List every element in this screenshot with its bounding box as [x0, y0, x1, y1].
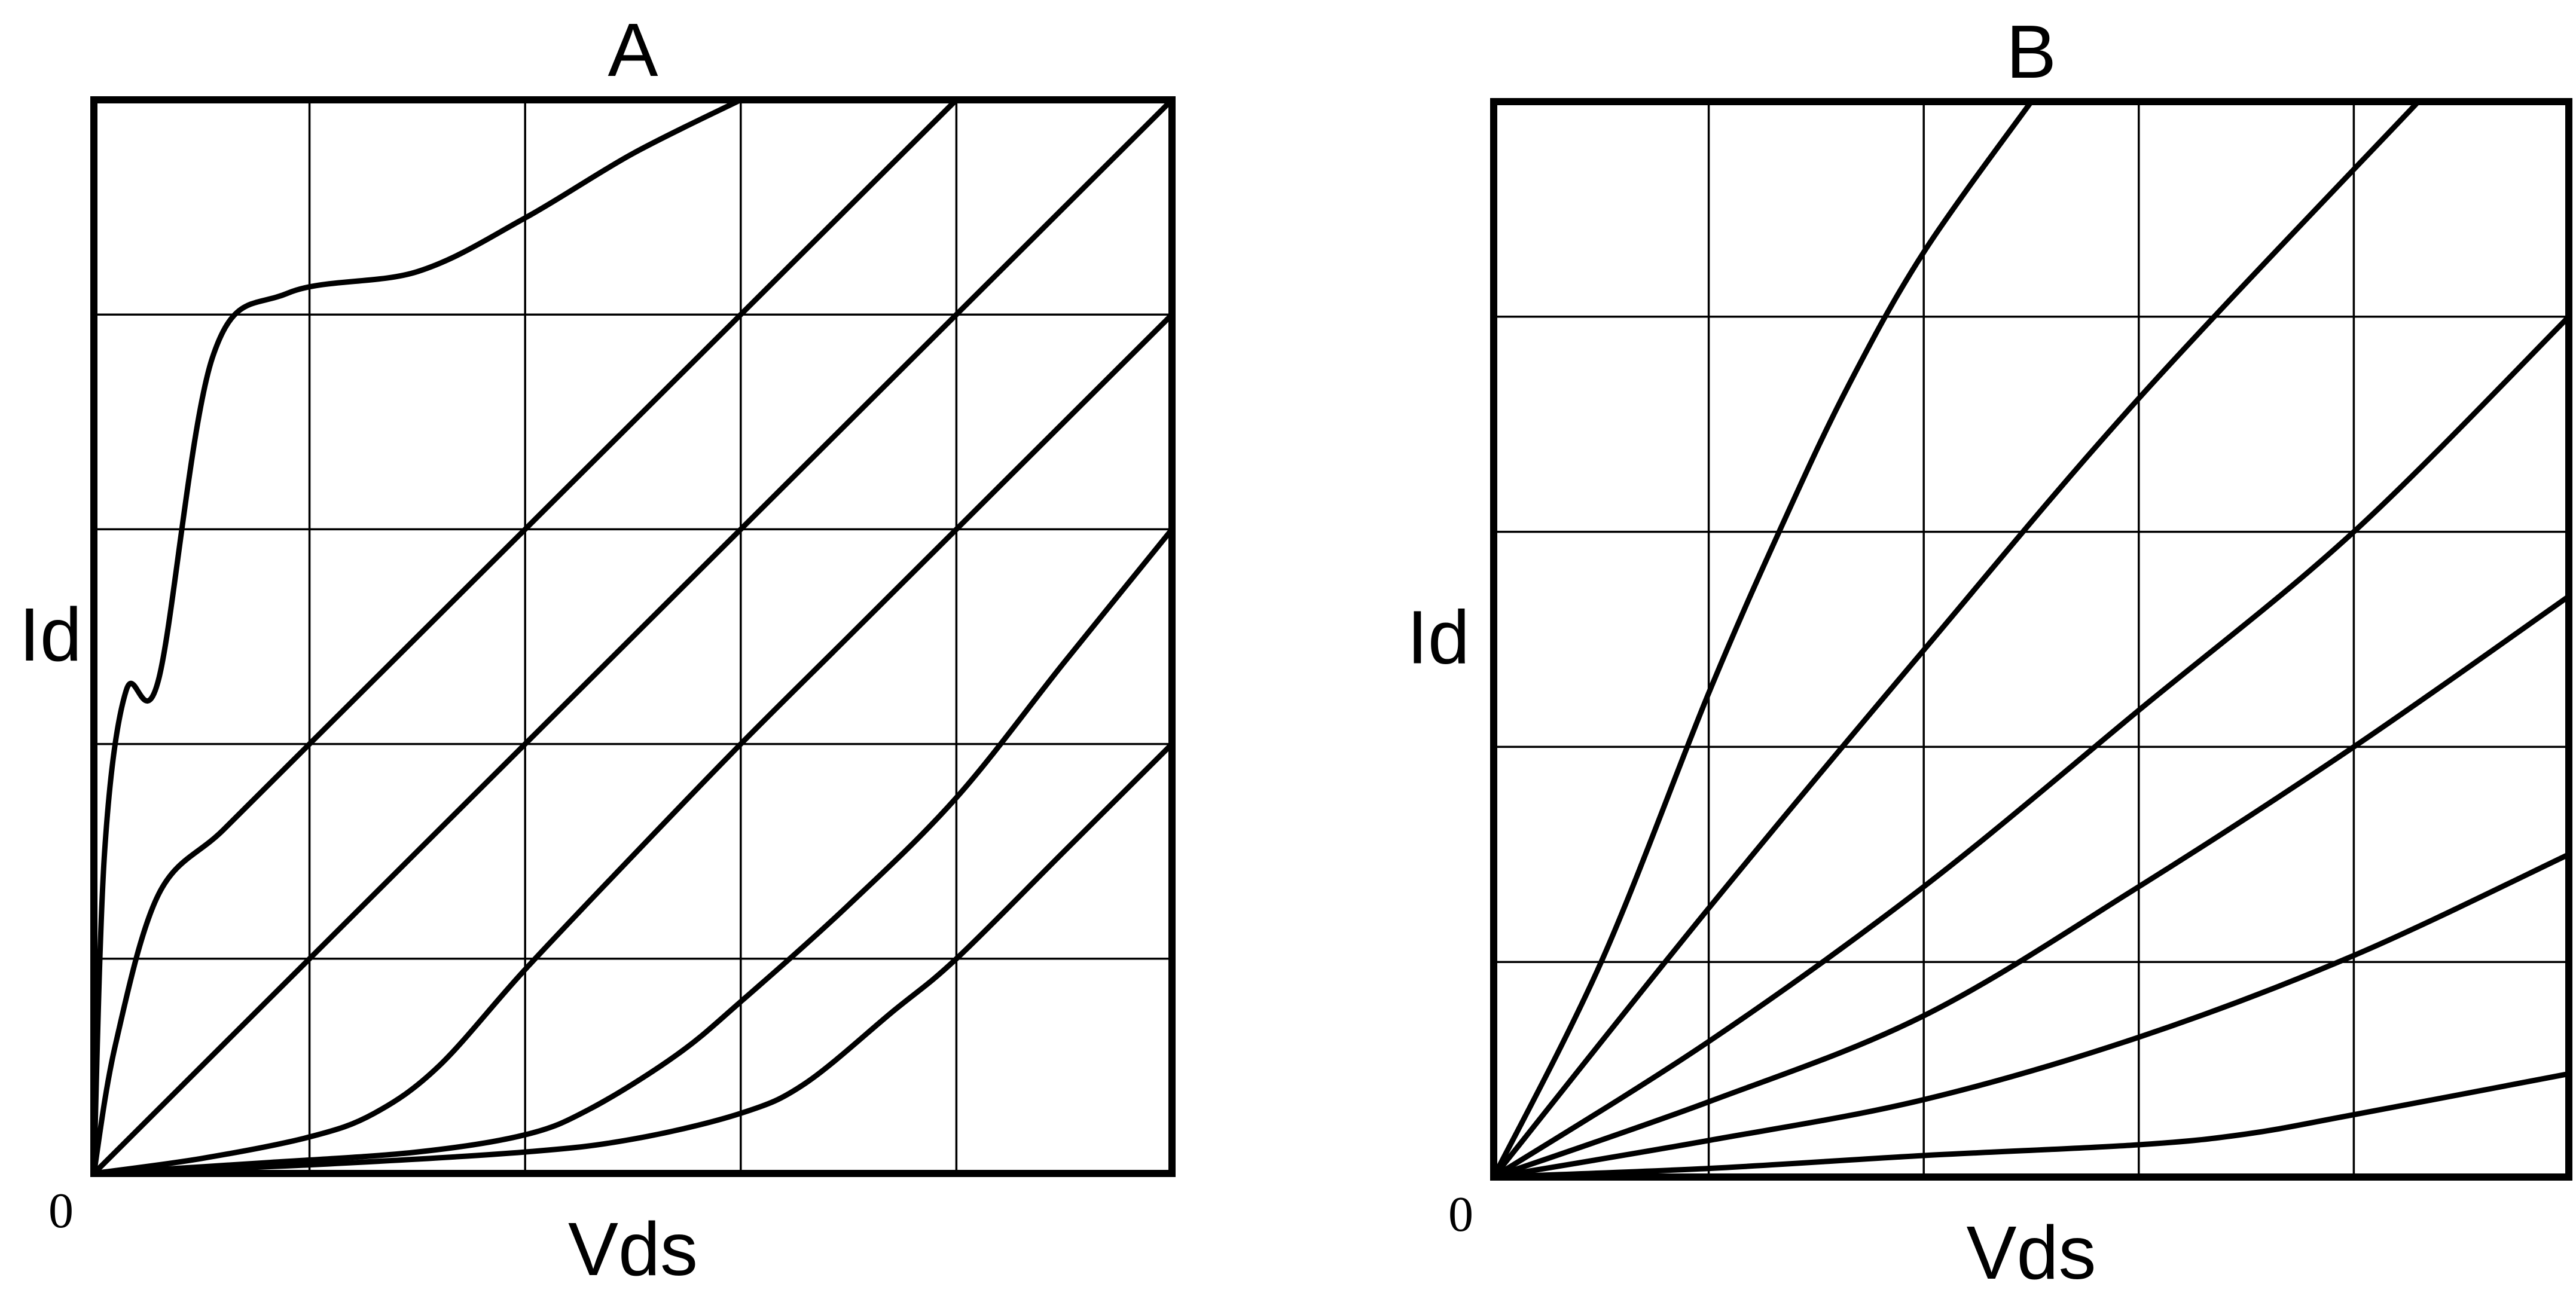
series-line-4: [91, 311, 1175, 1176]
origin-tick-label: 0: [48, 1183, 74, 1239]
chart-panel-A: A Vds Id 0: [19, 8, 1176, 1291]
y-axis-label: Id: [19, 592, 82, 677]
series-line-6: [1491, 1071, 2572, 1180]
series-line-1: [91, 97, 744, 1176]
origin-tick-label: 0: [1448, 1187, 1473, 1242]
x-axis-label: Vds: [568, 1207, 698, 1291]
series-line-4: [1491, 594, 2572, 1180]
chart-panel-B: B Vds Id 0: [1407, 10, 2572, 1295]
series-line-6: [91, 741, 1175, 1176]
x-axis-label: Vds: [1966, 1211, 2096, 1295]
series-line-3: [1491, 314, 2572, 1180]
y-axis-label: Id: [1407, 595, 1470, 680]
chart-title: B: [2006, 10, 2056, 94]
plot-frame: [1490, 98, 2572, 1181]
plot-frame: [90, 96, 1176, 1177]
series-line-2: [91, 97, 959, 1176]
series-line-2: [1491, 99, 2421, 1180]
series-line-5: [91, 526, 1175, 1176]
series-line-3: [91, 97, 1175, 1176]
chart-title: A: [608, 8, 658, 92]
series-line-5: [1491, 851, 2572, 1180]
series-line-1: [1491, 99, 2034, 1180]
